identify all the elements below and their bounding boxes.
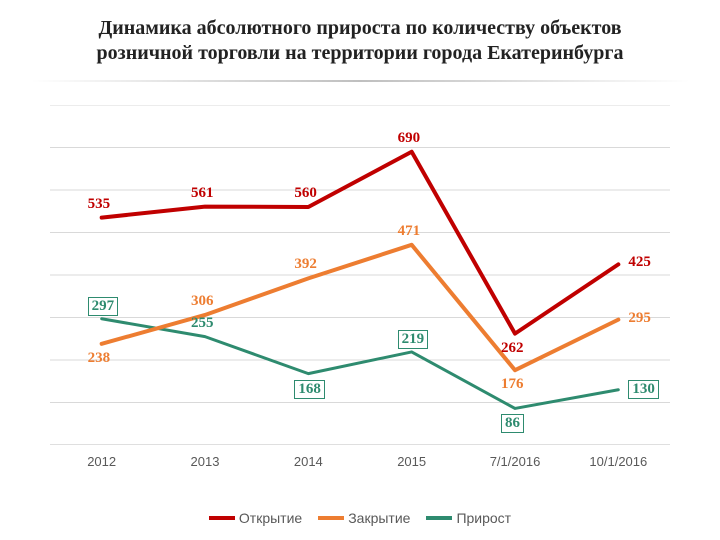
- data-label: 219: [398, 330, 429, 349]
- chart: 535 561 560 690 262 425 238 306 392 471 176 295 297 2…: [40, 105, 680, 445]
- x-axis-label: 10/1/2016: [589, 454, 647, 469]
- legend-swatch: [318, 516, 344, 520]
- data-label: 168: [294, 380, 325, 399]
- data-label: 535: [88, 196, 111, 213]
- legend-label: Открытие: [239, 510, 302, 526]
- x-axis: 2012 2013 2014 2015 7/1/2016 10/1/2016: [40, 452, 680, 476]
- data-label: 471: [398, 223, 421, 240]
- x-axis-label: 2015: [397, 454, 426, 469]
- legend-swatch: [209, 516, 235, 520]
- chart-svg: [40, 105, 680, 445]
- data-label: 306: [191, 293, 214, 310]
- data-label: 561: [191, 185, 214, 202]
- data-label: 255: [191, 315, 214, 332]
- data-label: 297: [88, 297, 119, 316]
- x-axis-label: 2012: [87, 454, 116, 469]
- x-axis-label: 7/1/2016: [490, 454, 541, 469]
- data-label: 690: [398, 130, 421, 147]
- data-label: 86: [501, 414, 524, 433]
- data-label: 262: [501, 340, 524, 357]
- data-label: 238: [88, 350, 111, 367]
- data-label: 176: [501, 376, 524, 393]
- legend-label: Прирост: [456, 510, 511, 526]
- legend-label: Закрытие: [348, 510, 410, 526]
- data-label: 295: [628, 310, 651, 327]
- x-axis-label: 2014: [294, 454, 323, 469]
- legend-swatch: [426, 516, 452, 520]
- title-divider: [30, 80, 690, 82]
- x-axis-label: 2013: [191, 454, 220, 469]
- legend-item: Прирост: [426, 510, 511, 526]
- data-label: 425: [628, 254, 651, 271]
- page-title: Динамика абсолютного прироста по количес…: [60, 16, 660, 66]
- legend-item: Закрытие: [318, 510, 410, 526]
- legend: Открытие Закрытие Прирост: [0, 507, 720, 526]
- slide: Динамика абсолютного прироста по количес…: [0, 0, 720, 540]
- data-label: 130: [628, 380, 659, 399]
- data-label: 560: [294, 185, 317, 202]
- data-label: 392: [294, 256, 317, 273]
- legend-item: Открытие: [209, 510, 302, 526]
